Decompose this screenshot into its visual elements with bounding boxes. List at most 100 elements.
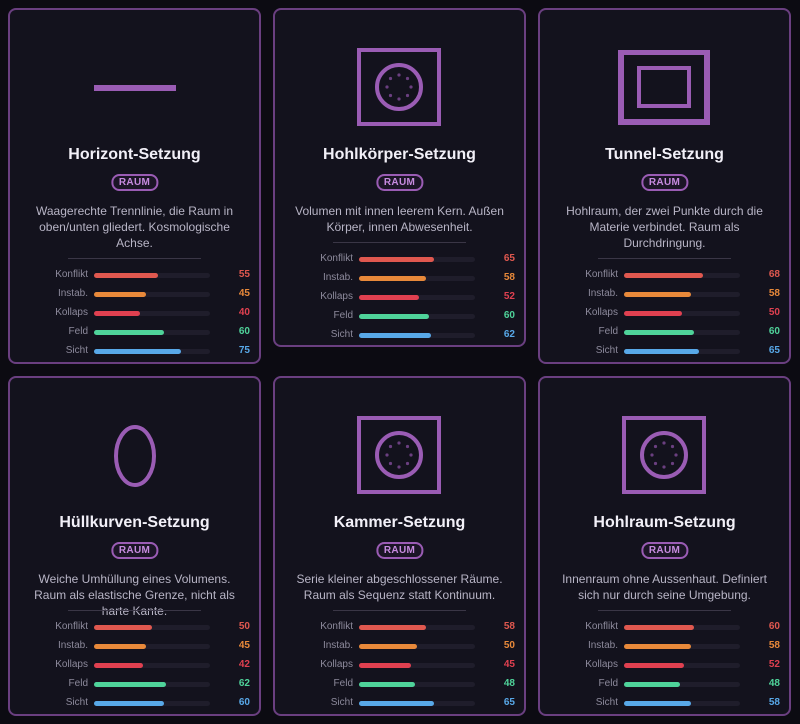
stat-bar-track [94, 625, 210, 630]
card-description: Hohlraum, der zwei Punkte durch die Mate… [566, 204, 763, 250]
stat-row: Konflikt 68 [540, 267, 789, 286]
stat-value: 48 [503, 678, 515, 689]
stat-bar-track [94, 644, 210, 649]
stat-bar-track [359, 257, 475, 262]
stat-value: 50 [238, 621, 250, 632]
stat-value: 58 [768, 697, 780, 708]
stat-value: 52 [768, 659, 780, 670]
stat-label: Instab. [57, 288, 88, 299]
card-kammer[interactable]: Kammer-Setzung RAUM Serie kleiner abgesc… [273, 376, 526, 716]
stat-bar-fill [94, 292, 147, 297]
stat-bar-track [624, 663, 740, 668]
stat-bar-track [359, 644, 475, 649]
stat-label: Instab. [587, 288, 618, 299]
stat-label: Konflikt [585, 621, 618, 632]
stat-row: Sicht 65 [540, 343, 789, 362]
stat-row: Instab. 45 [10, 638, 259, 657]
stat-label: Konflikt [55, 269, 88, 280]
stat-label: Konflikt [55, 621, 88, 632]
card-title: Hohlraum-Setzung [593, 514, 736, 531]
stat-value: 65 [503, 253, 515, 264]
stat-row: Kollaps 50 [540, 305, 789, 324]
stat-bar-fill [94, 311, 141, 316]
stat-bar-track [624, 311, 740, 316]
stat-row: Feld 62 [10, 676, 259, 695]
category-badge: RAUM [110, 542, 159, 559]
stat-label: Konflikt [585, 269, 618, 280]
stat-row: Feld 60 [275, 308, 524, 327]
stat-value: 60 [238, 326, 250, 337]
stats-list: Konflikt 50 Instab. 45 Kollaps 42 Feld 62 Sicht 6… [10, 619, 259, 714]
card-huellkurven[interactable]: Hüllkurven-Setzung RAUM Weiche Umhüllung… [8, 376, 261, 716]
stat-row: Instab. 58 [540, 286, 789, 305]
stat-bar-track [624, 682, 740, 687]
stat-bar-fill [624, 701, 692, 706]
stat-row: Feld 60 [540, 324, 789, 343]
divider [68, 610, 201, 611]
stat-label: Feld [598, 326, 618, 337]
card-description: Serie kleiner abgeschlossener Räume. Rau… [296, 572, 503, 602]
stat-bar-track [359, 625, 475, 630]
stat-value: 60 [768, 621, 780, 632]
hollow-body-icon [275, 44, 524, 132]
stat-value: 65 [768, 345, 780, 356]
stat-bar-fill [624, 644, 692, 649]
card-horizont[interactable]: Horizont-Setzung RAUM Waagerechte Trennl… [8, 8, 261, 364]
card-description: Volumen mit innen leerem Kern. Außen Kör… [295, 204, 504, 234]
stat-row: Kollaps 45 [275, 657, 524, 676]
card-title: Hohlkörper-Setzung [323, 146, 476, 163]
stat-bar-fill [359, 625, 427, 630]
stat-label: Feld [333, 678, 353, 689]
stat-bar-fill [624, 311, 682, 316]
stat-value: 58 [503, 272, 515, 283]
stat-bar-track [624, 292, 740, 297]
stat-bar-track [624, 701, 740, 706]
stat-bar-fill [359, 314, 429, 319]
stat-label: Sicht [65, 697, 88, 708]
card-hohlkoerper[interactable]: Hohlkörper-Setzung RAUM Volumen mit inne… [273, 8, 526, 347]
stat-value: 58 [768, 640, 780, 651]
stat-row: Feld 48 [275, 676, 524, 695]
stat-bar-fill [624, 273, 703, 278]
stat-bar-track [624, 330, 740, 335]
stat-label: Sicht [330, 329, 353, 340]
cavity-icon [540, 412, 789, 500]
stat-label: Kollaps [585, 659, 618, 670]
stat-row: Sicht 75 [10, 343, 259, 362]
card-tunnel[interactable]: Tunnel-Setzung RAUM Hohlraum, der zwei P… [538, 8, 791, 364]
stat-value: 60 [503, 310, 515, 321]
stat-row: Instab. 58 [540, 638, 789, 657]
stat-value: 60 [238, 697, 250, 708]
stat-value: 52 [503, 291, 515, 302]
stat-label: Kollaps [320, 291, 353, 302]
stat-label: Feld [68, 678, 88, 689]
stats-list: Konflikt 60 Instab. 58 Kollaps 52 Feld 48 Sicht 5… [540, 619, 789, 714]
stat-bar-fill [94, 663, 143, 668]
stat-bar-fill [359, 663, 412, 668]
stat-bar-fill [359, 682, 415, 687]
stat-bar-fill [624, 292, 692, 297]
stat-label: Sicht [595, 697, 618, 708]
stat-value: 42 [238, 659, 250, 670]
chamber-icon [275, 412, 524, 500]
stat-bar-track [359, 701, 475, 706]
stat-bar-fill [359, 644, 417, 649]
stat-row: Kollaps 42 [10, 657, 259, 676]
stat-bar-fill [94, 682, 166, 687]
card-hohlraum[interactable]: Hohlraum-Setzung RAUM Innenraum ohne Aus… [538, 376, 791, 716]
stat-bar-track [94, 663, 210, 668]
stat-bar-track [359, 682, 475, 687]
stat-value: 40 [238, 307, 250, 318]
stat-value: 65 [503, 697, 515, 708]
stat-value: 68 [768, 269, 780, 280]
stat-label: Instab. [587, 640, 618, 651]
stat-label: Sicht [65, 345, 88, 356]
stat-label: Konflikt [320, 621, 353, 632]
stat-value: 45 [238, 288, 250, 299]
stat-row: Instab. 45 [10, 286, 259, 305]
tunnel-icon [540, 44, 789, 132]
stat-row: Sicht 62 [275, 327, 524, 346]
stat-bar-track [624, 644, 740, 649]
stat-row: Konflikt 50 [10, 619, 259, 638]
stat-row: Feld 48 [540, 676, 789, 695]
